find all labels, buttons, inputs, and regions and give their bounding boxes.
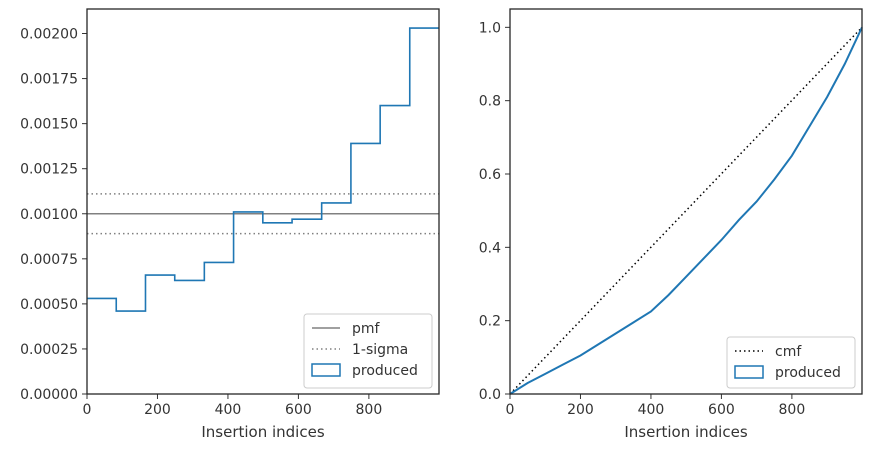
legend-box (303, 313, 433, 389)
produced-cmf-line (509, 26, 863, 395)
legend-label: produced (775, 365, 841, 381)
x-tick-label: 400 (215, 402, 242, 418)
axes-frame (509, 8, 863, 395)
y-tick-label: 1.0 (479, 20, 501, 36)
y-tick-label: 0.00200 (20, 27, 78, 43)
x-tick-label: 0 (506, 402, 515, 418)
legend: pmf 1-sigma produced (303, 313, 433, 389)
y-tick-label: 0.00150 (20, 117, 78, 133)
y-tick-label: 0.00050 (20, 297, 78, 313)
x-axis-label: Insertion indices (201, 423, 324, 441)
x-tick-label: 800 (356, 402, 383, 418)
x-tick-label: 200 (567, 402, 594, 418)
y-tick-label: 0.2 (479, 314, 501, 330)
cmf-panel: 0 200 400 600 800 0.0 0.2 0.4 0.6 0.8 1.0 Insertion… (479, 8, 863, 441)
x-tick-label: 600 (285, 402, 312, 418)
legend-handle-patch (734, 365, 764, 379)
y-tick-label: 0.00000 (20, 387, 78, 403)
legend: cmf produced (726, 336, 856, 389)
y-tick-label: 0.00075 (20, 252, 78, 268)
y-tick-label: 0.6 (479, 167, 501, 183)
legend-label: pmf (352, 321, 381, 337)
y-tick-label: 0.00175 (20, 72, 78, 88)
y-tick-label: 0.0 (479, 387, 501, 403)
x-tick-label: 0 (83, 402, 92, 418)
legend-handle-patch (311, 363, 341, 377)
y-tick-label: 0.00025 (20, 342, 78, 358)
axes-frame (86, 8, 440, 395)
cmf-line (509, 26, 863, 395)
y-tick-label: 0.4 (479, 240, 501, 256)
y-tick-label: 0.00100 (20, 207, 78, 223)
y-tick-label: 0.8 (479, 94, 501, 110)
legend-label: produced (352, 363, 418, 379)
y-tick-label: 0.00125 (20, 162, 78, 178)
legend-label: 1-sigma (352, 342, 408, 358)
x-tick-label: 800 (779, 402, 806, 418)
x-tick-label: 400 (638, 402, 665, 418)
x-tick-label: 200 (144, 402, 171, 418)
legend-label: cmf (775, 344, 802, 360)
pmf-panel: 0 200 400 600 800 0.00000 0.00025 0.00050 0.0007… (20, 8, 440, 441)
x-tick-label: 600 (708, 402, 735, 418)
legend-box (726, 336, 856, 389)
x-axis-label: Insertion indices (624, 423, 747, 441)
produced-histogram-line (87, 27, 439, 312)
